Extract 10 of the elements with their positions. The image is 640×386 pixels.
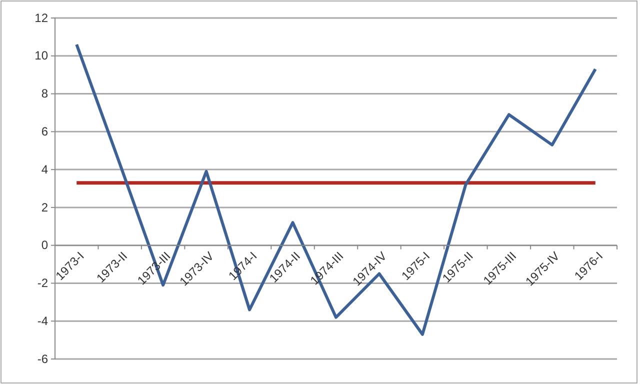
- y-tick-label: 6: [41, 124, 48, 139]
- y-tick-label: 4: [41, 162, 48, 176]
- y-tick-label: 2: [41, 200, 48, 214]
- y-tick-label: 0: [41, 238, 48, 252]
- y-tick-label: -4: [37, 314, 48, 328]
- y-tick-label: -6: [37, 352, 48, 366]
- y-tick-label: 12: [34, 10, 48, 25]
- y-tick-label: -2: [37, 276, 48, 290]
- y-tick-label: 10: [34, 48, 48, 63]
- y-tick-label: 8: [41, 86, 48, 101]
